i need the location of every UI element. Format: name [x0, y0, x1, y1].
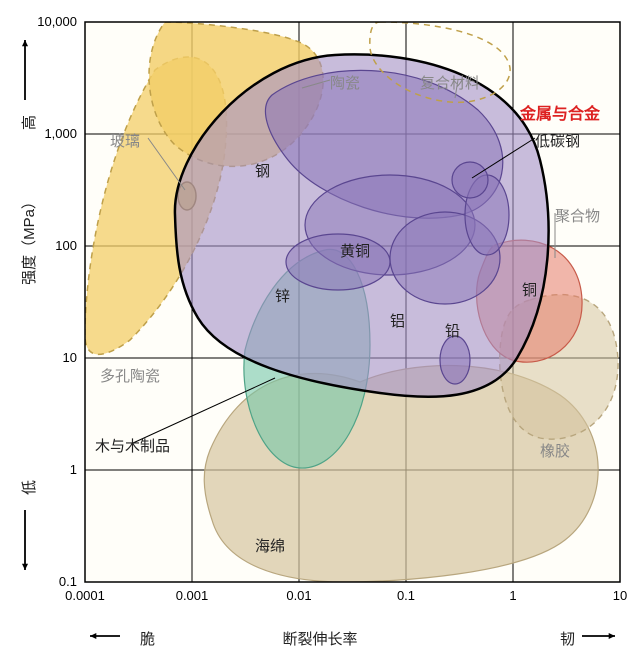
label-wood-label: 木与木制品 [95, 435, 170, 456]
y-tick: 10,000 [37, 14, 77, 29]
x-tick: 1 [509, 588, 516, 603]
x-tick: 0.1 [397, 588, 415, 603]
label-zinc-label: 锌 [275, 285, 290, 306]
label-composites-label: 复合材料 [420, 72, 480, 93]
x-tick: 0.001 [176, 588, 209, 603]
bubble-lead [440, 336, 470, 384]
x-tough-label: 韧 [560, 628, 575, 649]
label-glass-label: 玻璃 [110, 130, 140, 151]
y-axis-label: 强度（MPa） [18, 170, 39, 310]
x-tick: 0.01 [286, 588, 311, 603]
label-brass-label: 黄铜 [340, 240, 370, 261]
x-axis-label: 断裂伸长率 [0, 628, 640, 649]
y-tick: 1,000 [44, 126, 77, 141]
y-tick: 10 [63, 350, 77, 365]
label-low-c-steel-label: 低碳钢 [535, 130, 580, 151]
ashby-chart: 0.0001 0.001 0.01 0.1 1 10 0.1 1 10 100 1,000 10,00… [0, 0, 640, 660]
label-ceramic-label: 陶瓷 [330, 72, 360, 93]
x-tick: 10 [613, 588, 627, 603]
y-tick: 100 [55, 238, 77, 253]
x-tick: 0.0001 [65, 588, 105, 603]
label-metals-label: 金属与合金 [520, 100, 600, 124]
x-brittle-label: 脆 [140, 628, 155, 649]
label-steel-label: 钢 [255, 160, 270, 181]
label-aluminium-label: 铝 [390, 310, 405, 331]
y-tick: 1 [70, 462, 77, 477]
y-low-label: 低 [18, 480, 39, 495]
label-lead-label: 铅 [445, 320, 460, 341]
y-tick: 0.1 [59, 574, 77, 589]
label-rubber-label: 橡胶 [540, 440, 570, 461]
label-porous-ceramic-label: 多孔陶瓷 [100, 365, 160, 386]
label-sponge-label: 海绵 [255, 535, 285, 556]
bubble-low-c-steel [452, 162, 488, 198]
label-copper-label: 铜 [522, 279, 537, 300]
bubble-zinc [286, 234, 390, 290]
y-high-label: 高 [18, 115, 39, 130]
label-polymers-label: 聚合物 [555, 205, 600, 226]
